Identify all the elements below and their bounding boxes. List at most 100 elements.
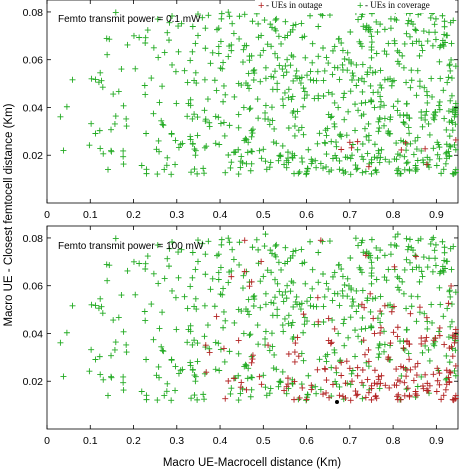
coverage-point bbox=[378, 84, 385, 91]
coverage-point bbox=[338, 265, 345, 272]
coverage-point bbox=[403, 305, 410, 312]
coverage-point bbox=[164, 29, 171, 36]
coverage-point bbox=[325, 60, 332, 67]
coverage-point bbox=[399, 278, 406, 285]
coverage-point bbox=[218, 10, 225, 17]
outage-point bbox=[359, 367, 366, 374]
coverage-point bbox=[397, 137, 404, 144]
outage-point bbox=[390, 329, 397, 336]
outage-point bbox=[300, 311, 307, 318]
bottom-annotation: Femto transmit power = 100 mW bbox=[58, 241, 204, 252]
coverage-point bbox=[120, 102, 127, 109]
coverage-point bbox=[359, 88, 366, 95]
coverage-point bbox=[309, 40, 316, 47]
coverage-point bbox=[270, 300, 277, 307]
coverage-point bbox=[161, 392, 168, 399]
outage-point bbox=[368, 382, 375, 389]
coverage-point bbox=[99, 84, 106, 91]
coverage-point bbox=[317, 160, 324, 167]
coverage-point bbox=[403, 112, 410, 119]
coverage-point bbox=[416, 52, 423, 59]
coverage-point bbox=[320, 319, 327, 326]
coverage-point bbox=[405, 243, 412, 250]
coverage-point bbox=[307, 12, 314, 19]
outage-point bbox=[220, 345, 227, 352]
coverage-point bbox=[280, 102, 287, 109]
outage-point bbox=[258, 258, 265, 265]
coverage-point bbox=[184, 339, 191, 346]
x-tick-label: 0.5 bbox=[256, 435, 271, 447]
coverage-point bbox=[187, 283, 194, 290]
coverage-point bbox=[326, 168, 333, 175]
coverage-point bbox=[120, 147, 127, 154]
coverage-point bbox=[381, 115, 388, 122]
coverage-point bbox=[437, 75, 444, 82]
coverage-point bbox=[368, 54, 375, 61]
x-tick-label: 0.1 bbox=[83, 435, 98, 447]
coverage-point bbox=[293, 67, 300, 74]
coverage-point bbox=[204, 322, 211, 329]
outage-point bbox=[452, 326, 459, 333]
coverage-point bbox=[207, 286, 214, 293]
coverage-point bbox=[201, 76, 208, 83]
coverage-point bbox=[264, 41, 271, 48]
coverage-point bbox=[237, 158, 244, 165]
coverage-point bbox=[69, 302, 76, 309]
coverage-point bbox=[290, 334, 297, 341]
coverage-point bbox=[432, 262, 439, 269]
y-tick-label: 0.06 bbox=[23, 281, 44, 293]
outage-point bbox=[436, 324, 443, 331]
coverage-point bbox=[268, 24, 275, 31]
coverage-point bbox=[97, 295, 104, 302]
coverage-point bbox=[229, 20, 236, 27]
coverage-point bbox=[192, 266, 199, 273]
x-tick-label: 0.3 bbox=[169, 209, 184, 221]
outage-point bbox=[398, 146, 405, 153]
coverage-point bbox=[300, 329, 307, 336]
outage-point bbox=[327, 340, 334, 347]
coverage-point bbox=[226, 239, 233, 246]
outage-point bbox=[446, 379, 453, 386]
coverage-point bbox=[302, 280, 309, 287]
coverage-point bbox=[258, 155, 265, 162]
coverage-point bbox=[179, 140, 186, 147]
coverage-point bbox=[250, 77, 257, 84]
coverage-point bbox=[332, 152, 339, 159]
coverage-point bbox=[371, 154, 378, 161]
coverage-point bbox=[336, 157, 343, 164]
coverage-point bbox=[314, 140, 321, 147]
coverage-point bbox=[328, 364, 335, 371]
coverage-point bbox=[120, 373, 127, 380]
outage-point bbox=[203, 369, 210, 376]
coverage-point bbox=[159, 309, 166, 316]
coverage-point bbox=[391, 156, 398, 163]
outage-point bbox=[284, 381, 291, 388]
coverage-point bbox=[218, 15, 225, 22]
outage-point bbox=[451, 335, 458, 342]
coverage-point bbox=[436, 144, 443, 151]
coverage-point bbox=[249, 18, 256, 25]
coverage-point bbox=[275, 259, 282, 266]
coverage-point bbox=[358, 75, 365, 82]
coverage-point bbox=[271, 50, 278, 57]
coverage-point bbox=[381, 102, 388, 109]
y-tick-label: 0.02 bbox=[23, 376, 44, 388]
coverage-point bbox=[142, 39, 149, 46]
coverage-point bbox=[416, 83, 423, 90]
coverage-point bbox=[377, 293, 384, 300]
coverage-point bbox=[433, 162, 440, 169]
coverage-point bbox=[222, 91, 229, 98]
coverage-point bbox=[365, 137, 372, 144]
coverage-point bbox=[393, 140, 400, 147]
coverage-point bbox=[296, 75, 303, 82]
coverage-point bbox=[120, 161, 127, 168]
coverage-point bbox=[154, 397, 161, 404]
coverage-point bbox=[280, 328, 287, 335]
coverage-point bbox=[368, 156, 375, 163]
coverage-point bbox=[249, 374, 256, 381]
coverage-point bbox=[316, 356, 323, 363]
outage-point bbox=[320, 391, 327, 398]
coverage-point bbox=[441, 244, 448, 251]
coverage-point bbox=[222, 169, 229, 176]
coverage-point bbox=[369, 295, 376, 302]
